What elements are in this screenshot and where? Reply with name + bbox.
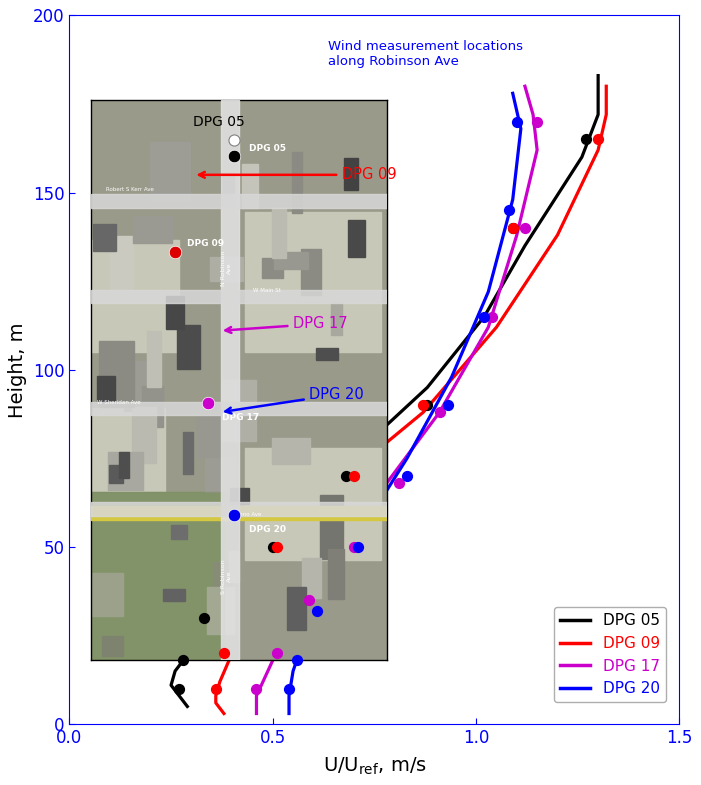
Point: [507, 221, 518, 234]
Point: [503, 204, 515, 217]
Text: DPG 05: DPG 05: [193, 115, 245, 129]
Point: [271, 541, 283, 553]
Text: Wind measurement locations
along Robinson Ave: Wind measurement locations along Robinso…: [327, 40, 523, 68]
Point: [592, 133, 604, 146]
Point: [304, 593, 315, 606]
Point: [348, 469, 360, 482]
Point: [486, 310, 498, 323]
Legend: DPG 05, DPG 09, DPG 17, DPG 20: DPG 05, DPG 09, DPG 17, DPG 20: [554, 608, 666, 703]
Point: [251, 682, 262, 695]
Y-axis label: Height, m: Height, m: [8, 322, 27, 418]
Point: [218, 647, 229, 659]
Point: [418, 399, 429, 411]
Point: [174, 682, 185, 695]
Point: [580, 133, 592, 146]
Point: [271, 647, 283, 659]
Point: [511, 115, 522, 128]
Point: [177, 654, 189, 666]
X-axis label: U/U$_{\rm ref}$, m/s: U/U$_{\rm ref}$, m/s: [322, 755, 426, 776]
Text: DPG 09: DPG 09: [199, 167, 397, 182]
Point: [531, 115, 543, 128]
Text: DPG 17: DPG 17: [226, 316, 348, 333]
Point: [519, 221, 531, 234]
Point: [507, 221, 518, 234]
Point: [434, 406, 445, 418]
Point: [292, 654, 303, 666]
Point: [348, 541, 360, 553]
Point: [312, 604, 323, 617]
Point: [402, 469, 413, 482]
Point: [341, 469, 352, 482]
Point: [198, 612, 209, 624]
Point: [393, 476, 404, 489]
Point: [283, 682, 294, 695]
Text: DPG 20: DPG 20: [226, 387, 364, 414]
Point: [479, 310, 490, 323]
Point: [353, 541, 364, 553]
Point: [442, 399, 454, 411]
Point: [267, 541, 278, 553]
Point: [422, 399, 433, 411]
Point: [210, 682, 222, 695]
